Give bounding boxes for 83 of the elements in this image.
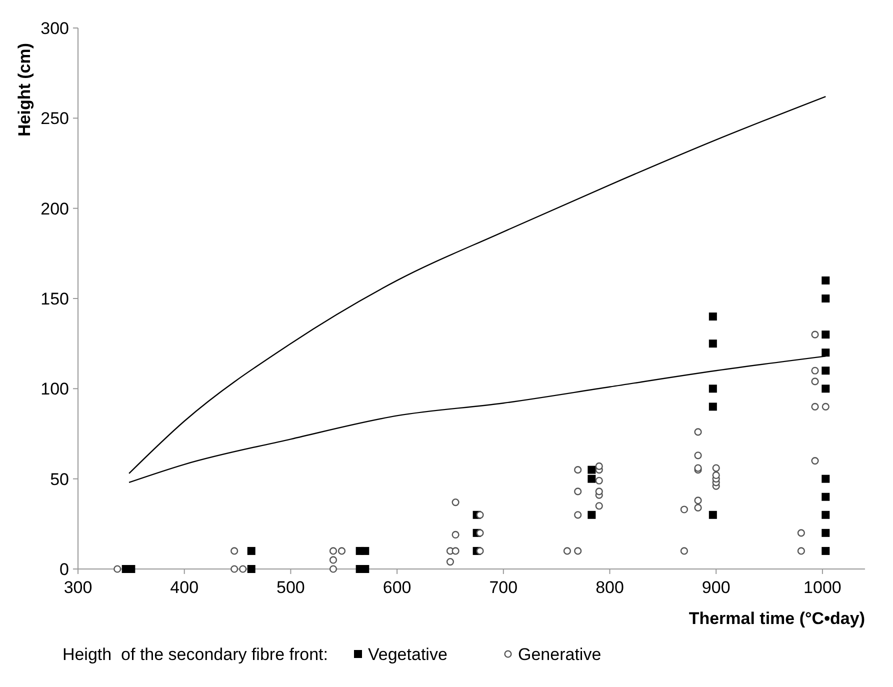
x-tick-label: 800 — [596, 578, 624, 597]
point — [476, 511, 484, 519]
x-tick-label: 600 — [382, 578, 412, 597]
x-tick-label: 400 — [170, 578, 199, 597]
point — [329, 565, 338, 573]
point — [811, 366, 819, 374]
point — [708, 510, 717, 519]
point — [822, 384, 830, 393]
x-tick-label: 700 — [489, 578, 518, 597]
point — [574, 547, 582, 555]
point — [595, 476, 603, 484]
point — [588, 474, 596, 483]
point — [822, 402, 830, 410]
point — [452, 498, 460, 506]
y-axis-title: Height (cm) — [15, 43, 34, 136]
point — [595, 488, 603, 496]
point — [476, 529, 484, 537]
point — [230, 547, 238, 555]
point — [822, 348, 830, 357]
point — [446, 558, 454, 566]
point — [595, 502, 603, 510]
point — [574, 488, 582, 496]
y-tick-label: 300 — [40, 18, 69, 38]
y-tick-label: 100 — [40, 380, 69, 399]
point — [329, 556, 338, 564]
point — [822, 546, 830, 555]
point — [694, 428, 702, 436]
y-tick-label: 150 — [40, 289, 69, 308]
point — [694, 504, 702, 512]
point — [694, 496, 702, 504]
point — [239, 565, 247, 573]
point — [114, 565, 122, 573]
point — [822, 276, 830, 284]
point — [822, 366, 830, 375]
point — [708, 384, 717, 393]
x-tick-label: 900 — [702, 578, 730, 597]
x-tick-label: 1000 — [804, 578, 842, 597]
line-series — [128, 96, 826, 474]
point — [712, 464, 720, 472]
point — [822, 330, 830, 339]
point — [712, 471, 720, 480]
point — [574, 466, 582, 474]
y-tick-label: 50 — [50, 470, 69, 489]
point — [247, 546, 256, 555]
y-tick-label: 250 — [40, 109, 69, 128]
point — [680, 506, 688, 514]
point — [811, 457, 819, 465]
point — [797, 529, 805, 537]
point — [247, 565, 256, 573]
point — [822, 294, 830, 302]
point — [338, 547, 346, 555]
point — [680, 547, 688, 555]
y-tick-label: 200 — [40, 199, 69, 218]
point — [230, 565, 238, 573]
point — [574, 511, 582, 519]
point — [822, 492, 830, 501]
point — [811, 330, 819, 338]
point — [329, 547, 338, 555]
point — [452, 530, 460, 539]
legend-title: Heigth of the secondary fibre front: — [62, 644, 328, 664]
legend-label: Vegetative — [368, 644, 448, 664]
point — [563, 547, 572, 555]
point — [708, 312, 717, 321]
x-tick-label: 300 — [64, 578, 92, 597]
point — [452, 547, 460, 555]
point — [588, 466, 596, 474]
point — [595, 462, 603, 470]
point — [361, 546, 370, 555]
y-tick-label: 0 — [60, 560, 69, 579]
point — [822, 528, 830, 537]
point — [708, 340, 717, 348]
point — [811, 378, 819, 386]
point — [694, 452, 702, 460]
point — [811, 402, 819, 410]
point — [797, 547, 805, 555]
x-axis-title: Thermal time (°C•day) — [688, 609, 865, 628]
point — [822, 510, 830, 519]
point — [588, 510, 596, 519]
point — [708, 402, 717, 411]
point — [822, 474, 830, 483]
legend-label: Generative — [518, 644, 602, 664]
point — [476, 547, 484, 555]
x-tick-label: 500 — [276, 578, 305, 597]
